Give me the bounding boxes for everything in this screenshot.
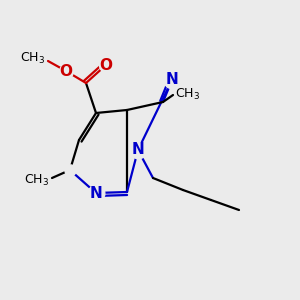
Text: N: N (132, 142, 144, 158)
Text: N: N (90, 185, 102, 200)
Text: N: N (166, 73, 178, 88)
Text: O: O (59, 64, 73, 79)
Text: CH$_3$: CH$_3$ (20, 50, 45, 66)
Text: O: O (100, 58, 112, 73)
Text: CH$_3$: CH$_3$ (24, 172, 49, 188)
Text: CH$_3$: CH$_3$ (175, 86, 200, 101)
